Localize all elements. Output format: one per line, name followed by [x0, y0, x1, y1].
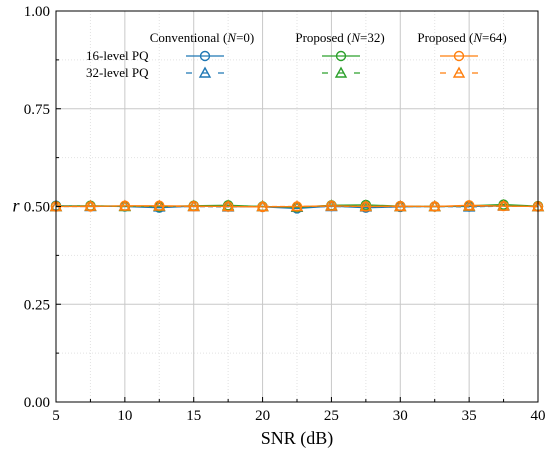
- plot-series: [49, 198, 545, 214]
- legend-marker: [453, 50, 465, 62]
- x-axis-title: SNR (dB): [261, 428, 334, 449]
- data-point: [290, 200, 304, 212]
- data-point: [221, 200, 235, 212]
- legend-row-label: 16-level PQ: [86, 48, 149, 63]
- data-point: [428, 200, 441, 212]
- x-tick-label: 35: [462, 408, 477, 424]
- data-point: [256, 200, 269, 212]
- legend-column-header: Conventional (N=0): [150, 30, 254, 45]
- data-point: [359, 200, 373, 212]
- legend-swatch-2: [322, 50, 360, 62]
- y-tick-label: 0.25: [24, 297, 50, 313]
- data-point: [325, 199, 338, 211]
- data-point: [462, 199, 476, 211]
- x-tick-label: 20: [255, 408, 270, 424]
- x-tick-label: 40: [531, 408, 546, 424]
- legend-column-header: Proposed (N=32): [295, 30, 384, 45]
- legend-marker: [199, 50, 211, 62]
- legend-marker: [335, 50, 347, 62]
- data-point: [118, 199, 132, 211]
- y-axis-title: r: [12, 196, 20, 216]
- legend-row-label: 32-level PQ: [86, 65, 149, 80]
- data-point: [497, 199, 510, 211]
- legend-swatch-4: [440, 50, 478, 62]
- data-point: [394, 200, 407, 212]
- x-tick-label: 10: [117, 408, 132, 424]
- y-tick-label: 0.75: [24, 102, 50, 118]
- x-tick-label: 25: [324, 408, 339, 424]
- y-tick-label: 1.00: [24, 4, 50, 20]
- x-tick-label: 15: [186, 408, 201, 424]
- y-tick-label: 0.50: [24, 200, 50, 216]
- legend: Conventional (N=0) Proposed (N=32) Propose…: [86, 30, 507, 80]
- data-point: [153, 199, 166, 211]
- legend-marker: [198, 66, 212, 78]
- legend-marker: [452, 66, 466, 78]
- legend-swatch-3: [322, 66, 360, 78]
- x-tick-label: 30: [393, 408, 408, 424]
- legend-column-header: Proposed (N=64): [417, 30, 506, 45]
- axes: 5 10 15 20 25 30 35 40 0.00 0.25 0.50 0.75 1.00: [24, 4, 546, 424]
- legend-marker: [334, 66, 348, 78]
- x-tick-label: 5: [52, 408, 60, 424]
- legend-swatch-1: [186, 66, 224, 78]
- data-point: [84, 199, 97, 211]
- legend-swatch-5: [440, 66, 478, 78]
- legend-swatch-0: [186, 50, 224, 62]
- y-tick-label: 0.00: [24, 395, 50, 411]
- data-point: [187, 200, 200, 212]
